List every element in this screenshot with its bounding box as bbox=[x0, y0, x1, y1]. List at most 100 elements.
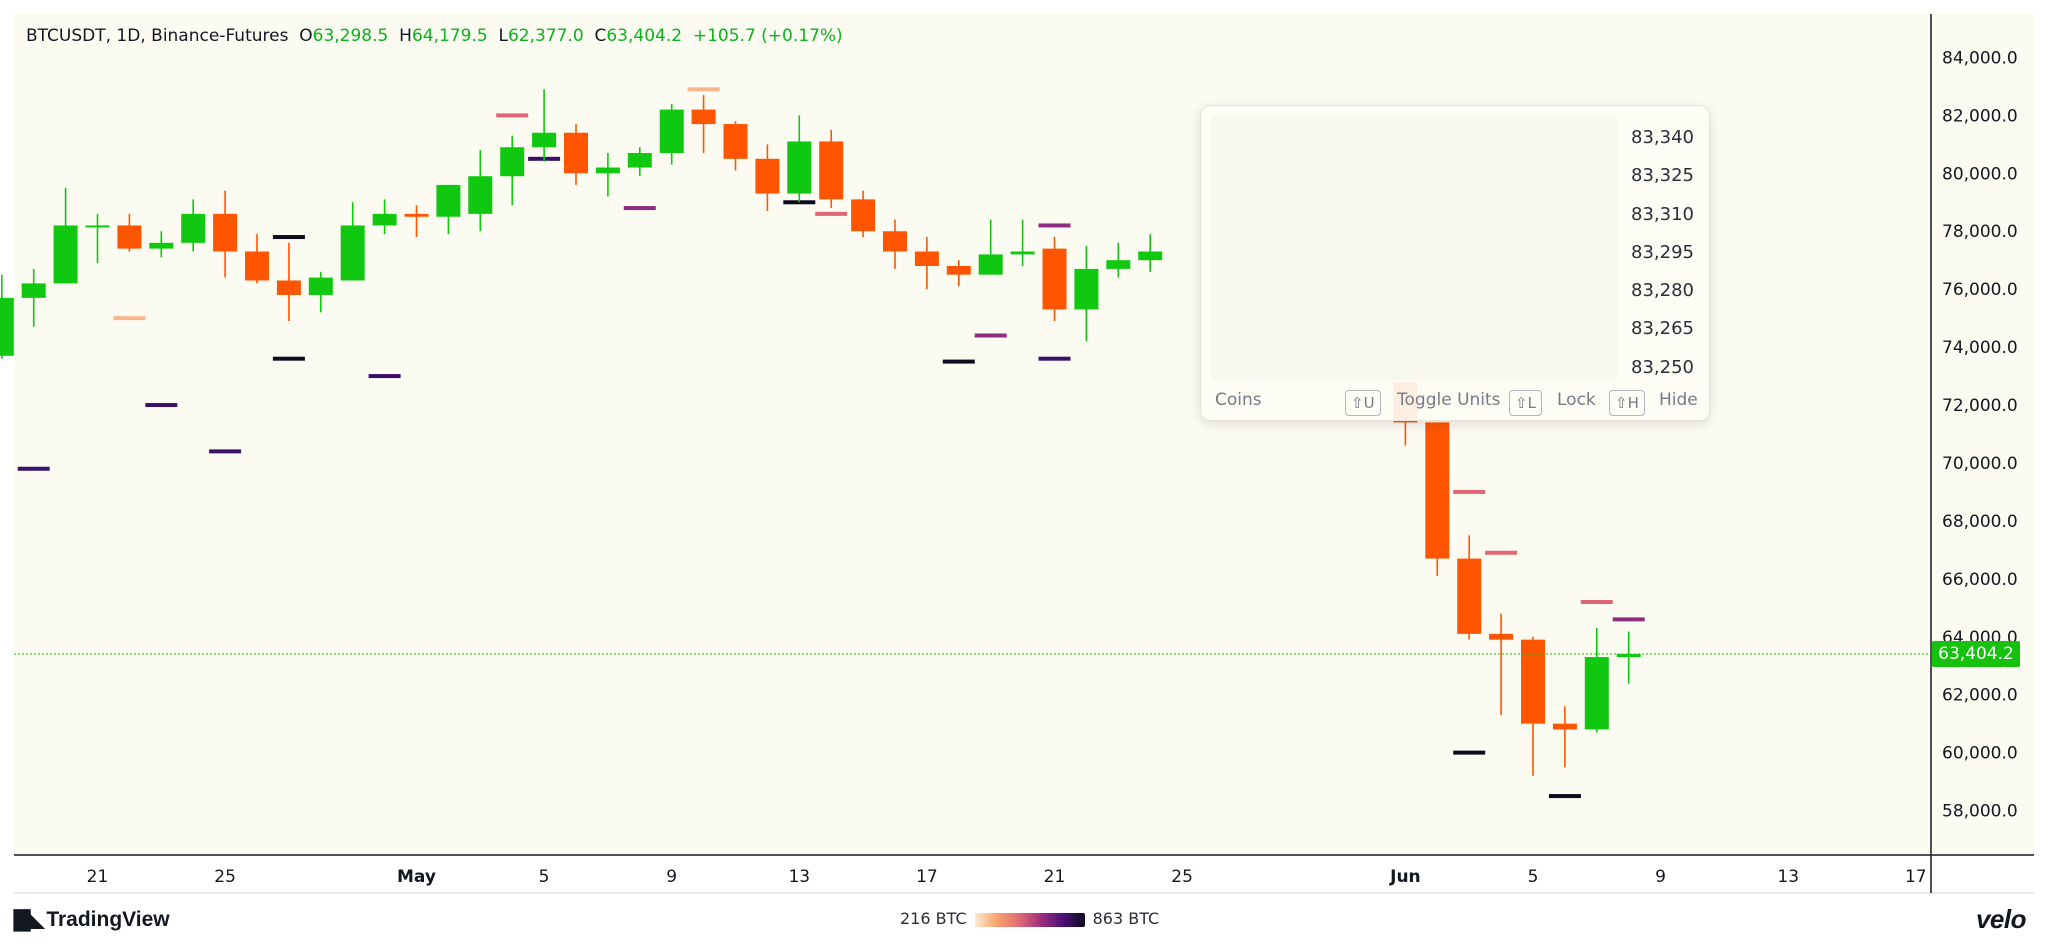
candle[interactable] bbox=[372, 199, 397, 235]
time-tick-label: 17 bbox=[1905, 867, 1927, 887]
candle-body bbox=[1138, 251, 1163, 261]
heatmap-inspector-popup[interactable]: 83,340 83,325 83,310 83,295 83,280 83,26… bbox=[1200, 105, 1710, 421]
time-tick-label: 17 bbox=[916, 867, 938, 887]
candle[interactable] bbox=[787, 115, 812, 203]
scale-min-label: 216 BTC bbox=[900, 909, 967, 928]
candle[interactable] bbox=[564, 124, 588, 185]
tradingview-logo[interactable]: ▇◣ TradingView bbox=[14, 907, 170, 932]
candle[interactable] bbox=[595, 153, 620, 197]
open-value: 63,298.5 bbox=[312, 26, 389, 46]
candle[interactable] bbox=[1584, 628, 1609, 733]
close-label: C bbox=[594, 26, 607, 46]
lock-button[interactable]: Lock bbox=[1557, 390, 1596, 410]
candle[interactable] bbox=[0, 274, 14, 359]
candle[interactable] bbox=[21, 268, 46, 327]
candle[interactable] bbox=[723, 121, 748, 171]
liquidation-level bbox=[942, 359, 975, 364]
candle[interactable] bbox=[181, 199, 206, 252]
candle-body bbox=[0, 297, 14, 356]
candle[interactable] bbox=[1010, 219, 1035, 266]
candle[interactable] bbox=[149, 231, 174, 258]
candle[interactable] bbox=[691, 95, 716, 154]
liquidation-level bbox=[687, 87, 720, 92]
candle[interactable] bbox=[1074, 245, 1099, 342]
candle-body bbox=[1042, 248, 1067, 310]
change-value: +105.7 (+0.17%) bbox=[692, 26, 843, 46]
brand-name: TradingView bbox=[46, 908, 170, 931]
candle[interactable] bbox=[1138, 234, 1163, 272]
candle-body bbox=[627, 153, 652, 168]
candle[interactable] bbox=[1457, 535, 1482, 640]
candle[interactable] bbox=[978, 219, 1003, 275]
candle[interactable] bbox=[276, 242, 301, 322]
candle-body bbox=[723, 124, 748, 159]
price-axis-background[interactable] bbox=[1931, 14, 2034, 854]
candle-body bbox=[532, 132, 557, 148]
hide-key[interactable]: ⇧H bbox=[1609, 390, 1645, 416]
price-tick-label: 76,000.0 bbox=[1942, 280, 2018, 300]
candle[interactable] bbox=[883, 219, 907, 269]
hide-button[interactable]: Hide bbox=[1659, 390, 1698, 410]
time-tick-label: 5 bbox=[1528, 867, 1539, 887]
price-tick-label: 74,000.0 bbox=[1942, 338, 2018, 358]
candle[interactable] bbox=[851, 190, 876, 238]
toggle-units-button[interactable]: Toggle Units bbox=[1397, 390, 1501, 410]
liquidation-level bbox=[1580, 600, 1613, 604]
candle-body bbox=[308, 277, 333, 295]
open-label: O bbox=[299, 26, 313, 46]
candle-body bbox=[1616, 654, 1641, 658]
candle[interactable] bbox=[436, 184, 461, 235]
low-value: 62,377.0 bbox=[507, 26, 584, 46]
liquidation-level bbox=[368, 374, 401, 379]
candle[interactable] bbox=[404, 205, 429, 238]
candle-body bbox=[1552, 723, 1577, 730]
candle[interactable] bbox=[946, 260, 971, 287]
popup-scale-label: 83,280 bbox=[1631, 280, 1694, 302]
liquidation-level bbox=[974, 333, 1007, 338]
candle[interactable] bbox=[245, 234, 269, 284]
time-tick-label: 13 bbox=[788, 867, 810, 887]
scale-gradient bbox=[974, 912, 1085, 927]
candle-body bbox=[85, 225, 110, 228]
price-tick-label: 66,000.0 bbox=[1942, 570, 2018, 590]
candle[interactable] bbox=[1616, 631, 1641, 684]
candle[interactable] bbox=[1489, 613, 1514, 715]
toggle-units-key[interactable]: ⇧U bbox=[1345, 390, 1381, 416]
candle[interactable] bbox=[500, 135, 525, 206]
candle[interactable] bbox=[1425, 422, 1450, 576]
price-axis[interactable]: 84,000.0 82,000.0 80,000.0 78,000.0 76,000.0… bbox=[1942, 48, 2018, 821]
liquidation-level bbox=[113, 316, 146, 321]
close-value: 63,404.2 bbox=[606, 26, 683, 46]
candle-body bbox=[149, 242, 174, 249]
candle-body bbox=[468, 176, 493, 214]
candle[interactable] bbox=[340, 202, 365, 281]
candle[interactable] bbox=[53, 187, 78, 284]
popup-scale-label: 83,295 bbox=[1631, 241, 1694, 263]
candle[interactable] bbox=[1106, 242, 1131, 278]
candle[interactable] bbox=[117, 213, 142, 252]
candle[interactable] bbox=[1552, 706, 1577, 768]
candle[interactable] bbox=[914, 237, 939, 290]
candle[interactable] bbox=[755, 144, 780, 211]
time-axis[interactable]: 21 25 May 5 9 13 17 21 25 Jun 5 9 13 17 bbox=[87, 867, 1927, 887]
liquidation-level bbox=[209, 449, 242, 454]
price-tick-label: 62,000.0 bbox=[1942, 686, 2018, 706]
candle[interactable] bbox=[819, 129, 844, 209]
candle[interactable] bbox=[532, 89, 557, 162]
candle-body bbox=[1521, 639, 1545, 724]
velo-logo[interactable]: velo bbox=[1975, 904, 2027, 934]
liquidation-heatmap bbox=[17, 87, 1645, 799]
candle[interactable] bbox=[659, 103, 684, 165]
candle[interactable] bbox=[627, 147, 652, 177]
candle[interactable] bbox=[468, 150, 493, 232]
liquidation-level bbox=[1485, 550, 1518, 555]
candle[interactable] bbox=[85, 213, 110, 264]
candle[interactable] bbox=[213, 190, 238, 278]
candle[interactable] bbox=[1521, 636, 1545, 776]
candle-body bbox=[1106, 260, 1131, 269]
candle[interactable] bbox=[308, 271, 333, 313]
lock-key[interactable]: ⇧L bbox=[1509, 390, 1542, 416]
candle[interactable] bbox=[1042, 237, 1067, 322]
symbol-name[interactable]: BTCUSDT, 1D, Binance-Futures bbox=[26, 26, 289, 46]
